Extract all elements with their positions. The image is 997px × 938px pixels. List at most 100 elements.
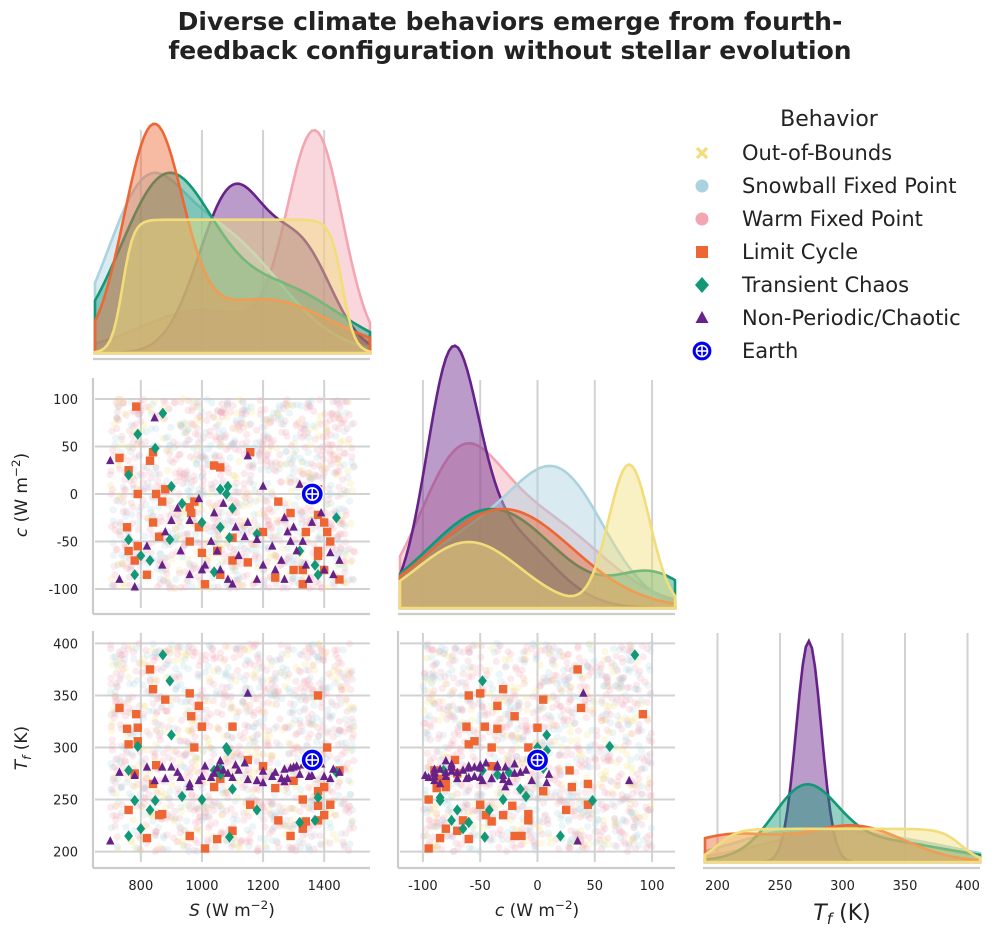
background-point [349, 463, 358, 471]
background-point [237, 750, 245, 759]
background-point [341, 522, 349, 530]
background-point [137, 503, 145, 511]
background-point [437, 668, 445, 676]
background-point [181, 583, 189, 591]
background-point [337, 419, 345, 427]
background-point [273, 409, 281, 417]
background-point [176, 803, 185, 812]
background-point [547, 713, 555, 721]
axis-label-unit: (W m [200, 901, 251, 921]
background-point [145, 403, 153, 411]
background-point [345, 411, 353, 419]
point-limit-cycle [487, 743, 496, 752]
background-point [301, 677, 309, 685]
background-point [189, 403, 197, 411]
point-non-periodic-chaotic [106, 455, 115, 465]
background-point [638, 790, 647, 798]
background-point [161, 542, 169, 550]
background-point [248, 408, 256, 416]
background-point [311, 435, 320, 443]
background-point [125, 427, 134, 435]
point-limit-cycle [326, 800, 335, 809]
background-point [216, 452, 224, 460]
background-point [257, 445, 265, 454]
point-limit-cycle [130, 556, 139, 565]
background-point [289, 745, 298, 753]
background-point [326, 416, 334, 424]
background-point [350, 548, 359, 556]
background-point [251, 552, 259, 560]
background-point [238, 525, 246, 534]
point-non-periodic-chaotic [173, 503, 182, 512]
background-point [309, 583, 317, 591]
background-point [117, 527, 125, 536]
background-point [617, 770, 625, 778]
background-point [563, 716, 572, 724]
background-point [250, 510, 258, 519]
background-point [328, 411, 336, 419]
background-point [260, 510, 268, 519]
point-limit-cycle [301, 527, 311, 537]
background-point [290, 440, 298, 448]
background-point [246, 421, 254, 429]
background-point [221, 433, 229, 441]
background-point [113, 545, 121, 553]
background-point [199, 451, 207, 460]
background-point [318, 583, 326, 591]
point-non-periodic-chaotic [271, 564, 280, 574]
background-point [304, 642, 313, 650]
background-point [334, 562, 342, 570]
background-point [604, 755, 612, 763]
background-point [610, 702, 618, 710]
background-point [118, 440, 126, 448]
background-point [633, 817, 641, 826]
background-point [214, 724, 222, 732]
background-point [226, 683, 234, 691]
background-point [196, 413, 204, 421]
background-point [224, 758, 232, 766]
background-point [324, 485, 333, 493]
background-point [277, 414, 285, 423]
background-point [550, 737, 559, 745]
background-point [511, 844, 519, 852]
background-point [336, 415, 344, 423]
background-point [186, 561, 194, 570]
background-point [521, 677, 529, 685]
background-point [239, 399, 247, 407]
background-point [350, 419, 358, 428]
background-point [303, 460, 311, 468]
background-point [258, 706, 267, 715]
background-point [108, 727, 116, 735]
background-point [190, 444, 198, 452]
background-point [267, 417, 275, 425]
background-point [270, 725, 278, 733]
background-point [190, 561, 198, 569]
background-point [306, 648, 315, 656]
background-point [263, 738, 271, 746]
background-point [164, 744, 172, 752]
background-point [192, 761, 200, 770]
background-point [269, 799, 277, 808]
background-point [350, 824, 358, 832]
background-point [167, 716, 175, 724]
point-non-periodic-chaotic [185, 569, 194, 579]
background-point [176, 814, 184, 822]
background-point [238, 420, 246, 428]
background-point [323, 428, 331, 436]
background-point [567, 737, 575, 745]
background-point [218, 408, 226, 416]
background-point [328, 441, 337, 449]
background-point [341, 568, 349, 576]
background-point [276, 460, 284, 468]
background-point [602, 803, 610, 811]
background-point [612, 652, 620, 660]
legend-item: Limit Cycle [696, 240, 858, 264]
background-point [209, 645, 217, 653]
background-point [206, 554, 214, 562]
axis-label: S (W m−2) [189, 898, 275, 921]
background-point [230, 753, 238, 761]
background-point [170, 584, 178, 592]
background-point [435, 704, 444, 713]
background-point [194, 489, 202, 498]
point-limit-cycle [326, 537, 335, 546]
